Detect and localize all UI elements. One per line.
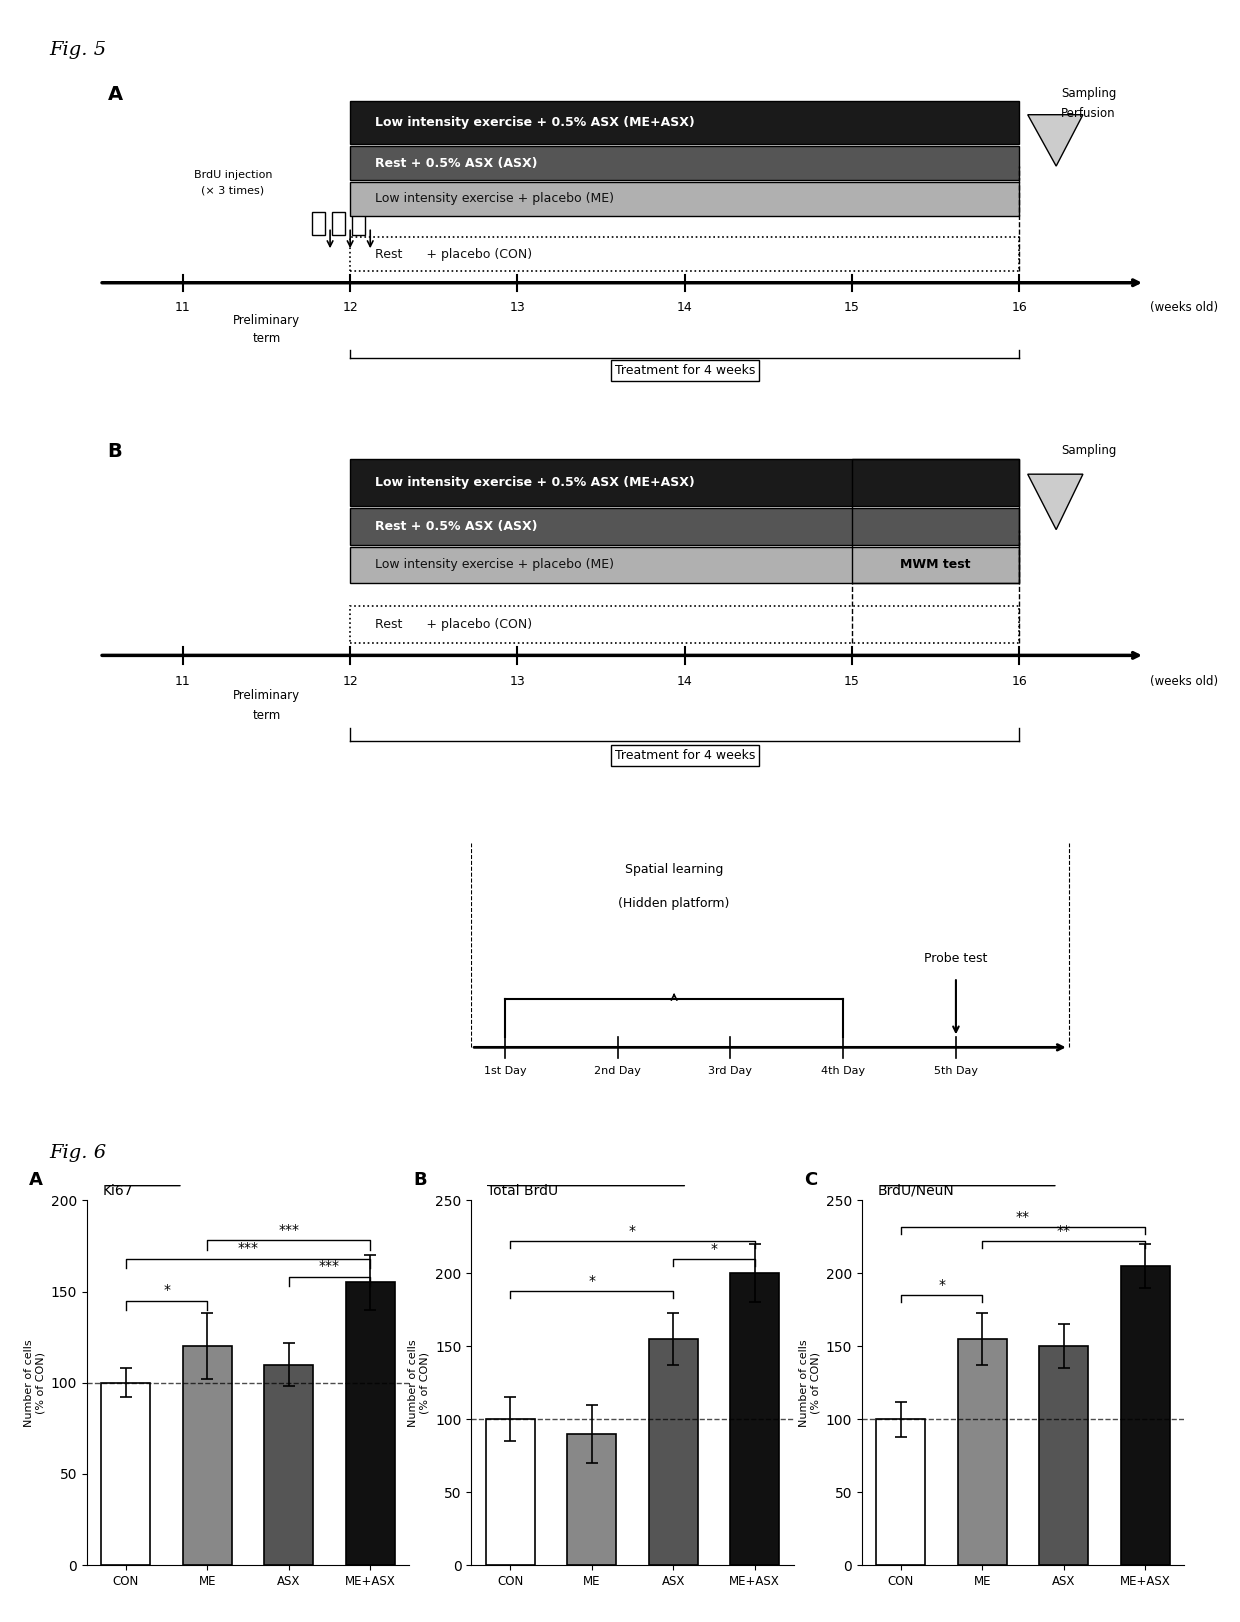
Text: (weeks old): (weeks old) [1149, 675, 1218, 688]
Text: Sampling: Sampling [1061, 88, 1116, 101]
Text: Fig. 5: Fig. 5 [50, 41, 107, 58]
Text: Low intensity exercise + placebo (ME): Low intensity exercise + placebo (ME) [376, 558, 614, 571]
Text: A: A [29, 1171, 42, 1189]
Text: B: B [108, 443, 123, 461]
Text: 1st Day: 1st Day [484, 1067, 526, 1077]
Bar [182, 1346, 232, 1565]
Text: Treatment for 4 weeks: Treatment for 4 weeks [615, 749, 755, 762]
Text: Rest + 0.5% ASX (ASX): Rest + 0.5% ASX (ASX) [376, 521, 538, 534]
Text: **: ** [1056, 1225, 1070, 1238]
Text: term: term [253, 709, 280, 722]
Text: 16: 16 [1012, 675, 1027, 688]
Text: (Hidden platform): (Hidden platform) [619, 897, 730, 910]
Bar [1039, 1346, 1089, 1565]
Text: ***: *** [238, 1241, 258, 1255]
Bar [350, 146, 1019, 180]
Y-axis label: Number of cells
(% of CON): Number of cells (% of CON) [408, 1338, 429, 1427]
Bar [877, 1419, 925, 1565]
Text: Preliminary: Preliminary [233, 315, 300, 328]
Text: Probe test: Probe test [924, 952, 987, 965]
Bar [350, 182, 1019, 216]
Text: 12: 12 [342, 675, 358, 688]
Text: Fig. 6: Fig. 6 [50, 1144, 107, 1161]
Text: (weeks old): (weeks old) [1149, 300, 1218, 313]
Text: 11: 11 [175, 675, 191, 688]
Bar [730, 1273, 779, 1565]
Bar [852, 459, 1019, 582]
Text: Preliminary: Preliminary [233, 689, 300, 702]
Text: *: * [711, 1242, 717, 1255]
Text: 13: 13 [510, 300, 526, 313]
Bar [346, 1283, 394, 1565]
Bar [350, 508, 1019, 545]
Text: Perfusion: Perfusion [1061, 107, 1116, 120]
Text: 5th Day: 5th Day [934, 1067, 978, 1077]
Bar [352, 211, 366, 235]
Bar [567, 1434, 616, 1565]
Y-axis label: Number of cells
(% of CON): Number of cells (% of CON) [24, 1338, 45, 1427]
Polygon shape [1028, 115, 1083, 165]
Text: MWM test: MWM test [900, 558, 971, 571]
Polygon shape [1028, 474, 1083, 530]
Text: 14: 14 [677, 300, 693, 313]
Text: 13: 13 [510, 675, 526, 688]
Text: Treatment for 4 weeks: Treatment for 4 weeks [615, 363, 755, 376]
Bar [1121, 1265, 1169, 1565]
Text: 3rd Day: 3rd Day [708, 1067, 753, 1077]
Text: 12: 12 [342, 300, 358, 313]
Text: (× 3 times): (× 3 times) [201, 187, 264, 196]
Text: *: * [629, 1225, 636, 1238]
Text: ***: *** [278, 1223, 299, 1236]
Text: 11: 11 [175, 300, 191, 313]
Text: *: * [164, 1283, 170, 1298]
Text: 15: 15 [844, 300, 861, 313]
Bar [332, 211, 345, 235]
Text: Low intensity exercise + placebo (ME): Low intensity exercise + placebo (ME) [376, 193, 614, 206]
Text: 14: 14 [677, 675, 693, 688]
Text: 4th Day: 4th Day [821, 1067, 866, 1077]
Text: Ki67: Ki67 [103, 1184, 134, 1197]
Bar [311, 211, 325, 235]
Text: *: * [939, 1278, 945, 1293]
Text: Total BrdU: Total BrdU [487, 1184, 558, 1197]
Text: **: ** [1016, 1210, 1030, 1223]
Text: 2nd Day: 2nd Day [594, 1067, 641, 1077]
Bar [350, 607, 1019, 642]
Text: C: C [804, 1171, 817, 1189]
Text: *: * [588, 1273, 595, 1288]
Bar [350, 547, 1019, 582]
Y-axis label: Number of cells
(% of CON): Number of cells (% of CON) [799, 1338, 820, 1427]
Text: Spatial learning: Spatial learning [625, 863, 723, 876]
Text: A: A [108, 84, 123, 104]
Text: Rest + 0.5% ASX (ASX): Rest + 0.5% ASX (ASX) [376, 157, 538, 170]
Text: BrdU injection: BrdU injection [193, 170, 273, 180]
Bar [486, 1419, 534, 1565]
Bar [649, 1340, 698, 1565]
Text: Rest      + placebo (CON): Rest + placebo (CON) [376, 248, 532, 261]
Text: BrdU/NeuN: BrdU/NeuN [878, 1184, 955, 1197]
Bar [350, 237, 1019, 271]
Bar [350, 459, 1019, 506]
Text: 16: 16 [1012, 300, 1027, 313]
Bar [264, 1364, 314, 1565]
Bar [102, 1382, 150, 1565]
Text: Low intensity exercise + 0.5% ASX (ME+ASX): Low intensity exercise + 0.5% ASX (ME+AS… [376, 117, 694, 130]
Text: term: term [253, 333, 280, 345]
Text: ***: *** [319, 1259, 340, 1273]
Bar [957, 1340, 1007, 1565]
Text: B: B [413, 1171, 427, 1189]
Bar [350, 101, 1019, 144]
Text: Low intensity exercise + 0.5% ASX (ME+ASX): Low intensity exercise + 0.5% ASX (ME+AS… [376, 477, 694, 490]
Text: 15: 15 [844, 675, 861, 688]
Text: Sampling: Sampling [1061, 444, 1116, 457]
Text: Rest      + placebo (CON): Rest + placebo (CON) [376, 618, 532, 631]
